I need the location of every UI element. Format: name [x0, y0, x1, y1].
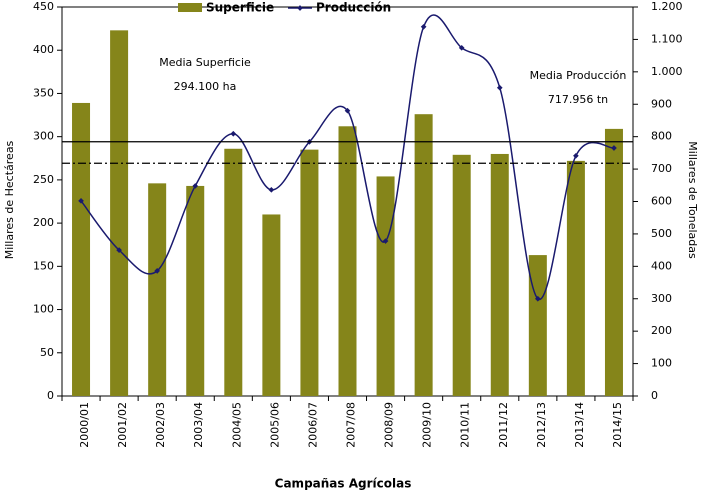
- y-tick-label: 50: [40, 346, 54, 359]
- x-tick-label: 2013/14: [573, 402, 586, 448]
- x-tick-label: 2008/09: [383, 402, 396, 448]
- point: [78, 198, 84, 204]
- point: [154, 268, 160, 274]
- x-tick-label: 2000/01: [78, 402, 91, 448]
- y2-tick-label: 900: [651, 97, 672, 110]
- y-tick-label: 350: [33, 86, 54, 99]
- y-tick-label: 250: [33, 173, 54, 186]
- y2-tick-label: 1.200: [651, 0, 683, 13]
- y2-tick-label: 300: [651, 292, 672, 305]
- reference-label: Media Superficie: [159, 56, 251, 69]
- bar: [414, 114, 433, 397]
- bar: [566, 160, 585, 396]
- y-tick-label: 0: [47, 389, 54, 402]
- y2-tick-label: 100: [651, 357, 672, 370]
- point: [535, 295, 541, 302]
- y-tick-label: 450: [33, 0, 54, 13]
- x-tick-label: 2007/08: [345, 402, 358, 448]
- y2-tick-label: 500: [651, 227, 672, 240]
- bar: [262, 214, 281, 396]
- line: [80, 14, 615, 300]
- y-tick-label: 100: [33, 303, 54, 316]
- x-tick-label: 2009/10: [421, 402, 434, 448]
- x-tick-label: 2010/11: [459, 402, 472, 448]
- bar: [110, 30, 129, 397]
- point: [573, 152, 579, 159]
- y-tick-label: 400: [33, 43, 54, 56]
- y2-tick-label: 400: [651, 259, 672, 272]
- bar: [72, 102, 91, 396]
- x-tick-label: 2012/13: [535, 402, 548, 448]
- point: [382, 238, 389, 244]
- bar: [148, 183, 167, 396]
- y-axis-label: Millares de Hectáreas: [3, 140, 16, 259]
- y2-tick-label: 1.000: [651, 65, 683, 78]
- bar: [300, 149, 319, 396]
- y-tick-label: 200: [33, 216, 54, 229]
- reference-value-label: 717.956 tn: [548, 93, 608, 106]
- bar: [376, 176, 395, 396]
- point: [116, 247, 122, 253]
- reference-label: Media Producción: [530, 69, 627, 82]
- y2-tick-label: 600: [651, 195, 672, 208]
- legend-label: Producción: [316, 1, 391, 15]
- x-tick-label: 2002/03: [154, 402, 167, 448]
- bar: [528, 255, 547, 396]
- bar: [490, 153, 509, 396]
- x-tick-label: 2011/12: [497, 402, 510, 448]
- legend-swatch: [178, 3, 202, 12]
- bar: [604, 128, 623, 397]
- x-tick-label: 2003/04: [192, 402, 205, 448]
- y2-tick-label: 200: [651, 324, 672, 337]
- x-tick-label: 2004/05: [230, 402, 243, 448]
- x-tick-label: 2014/15: [611, 402, 624, 448]
- y2-tick-label: 800: [651, 130, 672, 143]
- x-tick-label: 2005/06: [268, 402, 281, 448]
- x-tick-label: 2001/02: [116, 402, 129, 448]
- bar: [224, 148, 243, 396]
- reference-value-label: 294.100 ha: [174, 80, 237, 93]
- bar: [338, 126, 357, 396]
- legend-label: Superficie: [206, 1, 274, 15]
- point: [192, 183, 199, 189]
- y2-tick-label: 700: [651, 162, 672, 175]
- point: [420, 23, 427, 30]
- bar: [186, 185, 205, 396]
- point: [611, 145, 617, 151]
- x-tick-label: 2006/07: [306, 402, 319, 448]
- y-tick-label: 300: [33, 130, 54, 143]
- y-tick-label: 150: [33, 259, 54, 272]
- y2-tick-label: 0: [651, 389, 658, 402]
- point: [230, 130, 237, 137]
- point: [344, 107, 351, 114]
- point: [268, 187, 275, 193]
- x-axis-label: Campañas Agrícolas: [275, 477, 412, 491]
- point: [496, 84, 503, 91]
- y2-axis-label: Millares de Toneladas: [686, 141, 699, 259]
- y2-tick-label: 1.100: [651, 32, 683, 45]
- bar: [452, 154, 471, 396]
